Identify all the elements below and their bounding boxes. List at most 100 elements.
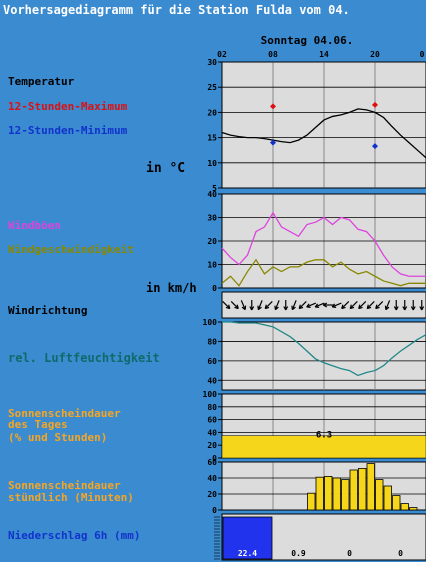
wind-arrow-shaft [314, 302, 325, 308]
temperature-unit: in °C [146, 161, 186, 176]
wind-arrow [257, 300, 263, 311]
temperature-ytick-label: 5 [212, 184, 217, 193]
max-marker [372, 101, 378, 108]
wind-ytick-label: 10 [207, 261, 217, 270]
precip-label: Niederschlag 6h (mm) [8, 529, 141, 542]
hour-tick-label: 0 [420, 50, 425, 59]
hour-tick-label: 02 [217, 50, 227, 59]
humidity-line [222, 321, 426, 377]
wind-arrow [349, 301, 358, 310]
min-label: 12-Stunden-Minimum [8, 124, 128, 137]
wind-arrow-head [298, 304, 301, 309]
sunshine-hourly-bar [375, 479, 384, 511]
precip-amount-label: 22.4 [238, 549, 257, 558]
sunshine-hourly-ytick-label: 20 [207, 490, 217, 499]
wind-arrow-shaft [264, 301, 273, 309]
wind-arrow-shaft [358, 301, 367, 309]
wind-arrow [384, 300, 391, 311]
sunshine-daily-label-3: (% und Stunden) [8, 431, 108, 444]
sunshine-daily-ytick-label: 0 [212, 454, 217, 463]
wind-arrow-head [393, 306, 397, 311]
precip-amount-label: 0 [398, 549, 403, 558]
hour-tick-label: 20 [370, 50, 380, 59]
sunshine-hourly-bar [366, 463, 375, 511]
wind-arrow [410, 300, 416, 311]
wind-arrow-shaft [366, 301, 375, 309]
temperature-label: Temperatur [8, 75, 75, 88]
wind-unit: in km/h [146, 281, 197, 295]
temperature-ytick-label: 15 [207, 134, 217, 143]
wind-arrow-head [331, 303, 336, 308]
wind-arrow-head [375, 304, 378, 309]
temperature-line [221, 108, 426, 159]
wind-arrow-head [341, 304, 344, 309]
wind-arrow-shaft [349, 301, 358, 309]
wind-arrow-head [349, 304, 352, 309]
wind-arrow-shaft [331, 302, 342, 308]
hour-tick-label: 14 [319, 50, 329, 59]
wind-arrow [240, 300, 247, 311]
humidity-ytick-label: 60 [207, 357, 217, 366]
wind-arrow [331, 302, 342, 308]
sunshine-daily-ytick-label: 100 [203, 390, 218, 399]
wind-arrow [264, 301, 273, 310]
wind-ytick-label: 0 [212, 284, 217, 293]
sunshine-hourly-bar [409, 507, 418, 511]
temperature-ytick-label: 10 [207, 159, 217, 168]
wind-arrow-head [322, 302, 328, 306]
day-label: Sonntag 04.06. [261, 34, 354, 47]
precip-amount-label: 0 [347, 549, 352, 558]
sunshine-daily-ytick-label: 80 [207, 403, 217, 412]
wind-arrow [249, 300, 255, 311]
wind-arrow [402, 300, 408, 311]
sunshine-daily-label-1: Sonnenscheindauer [8, 407, 121, 420]
wind-arrow-head [366, 304, 369, 309]
sunshine-hourly-bar [349, 469, 358, 511]
wind-arrow [222, 301, 231, 310]
humidity-ytick-label: 100 [203, 318, 218, 327]
sunshine-hourly-bar [383, 485, 392, 511]
wind-arrow-head [419, 306, 423, 311]
sunshine-hourly-ytick-label: 40 [207, 474, 217, 483]
wind-arrow-shaft [222, 301, 231, 309]
wind-arrow [322, 302, 334, 308]
wind-arrow [366, 301, 375, 310]
wind-arrow-head [264, 304, 267, 309]
wind-arrow-head [234, 306, 239, 310]
wind-arrow-head [306, 303, 310, 308]
wind-arrow [230, 301, 239, 310]
sunshine-hourly-bar [324, 475, 333, 511]
speed-line [221, 258, 426, 287]
min-marker [270, 139, 276, 146]
direction-label: Windrichtung [8, 304, 88, 317]
chart-title: Vorhersagediagramm für die Station Fulda… [3, 3, 350, 17]
wind-ytick-label: 30 [207, 214, 217, 223]
sunshine-hourly-bar [332, 477, 341, 511]
wind-arrow [274, 300, 280, 311]
temperature-ytick-label: 25 [207, 83, 217, 92]
wind-arrow [298, 301, 307, 310]
wind-arrow-shaft [291, 300, 297, 310]
wind-arrow-head [402, 306, 406, 311]
wind-arrow [419, 300, 425, 311]
wind-arrow [375, 301, 384, 310]
wind-arrow-head [249, 306, 253, 311]
wind-arrow [314, 302, 325, 308]
humidity-label: rel. Luftfeuchtigkeit [8, 351, 160, 365]
gust-line [221, 211, 426, 277]
sunshine-daily-bar [221, 435, 426, 459]
max-label: 12-Stunden-Maximum [8, 100, 128, 113]
precip-amount-label: 0.9 [291, 549, 306, 558]
humidity-ytick-label: 40 [207, 376, 217, 385]
max-marker [270, 103, 276, 110]
wind-arrow [358, 301, 367, 310]
wind-arrow [306, 302, 317, 308]
sunshine-hourly-bar [315, 476, 324, 511]
wind-arrow-head [314, 303, 319, 308]
wind-arrow [341, 301, 350, 310]
sunshine-hourly-bar [358, 467, 367, 511]
temperature-ytick-label: 20 [207, 108, 217, 117]
wind-ytick-label: 40 [207, 190, 217, 199]
wind-arrow-shaft [306, 302, 317, 308]
